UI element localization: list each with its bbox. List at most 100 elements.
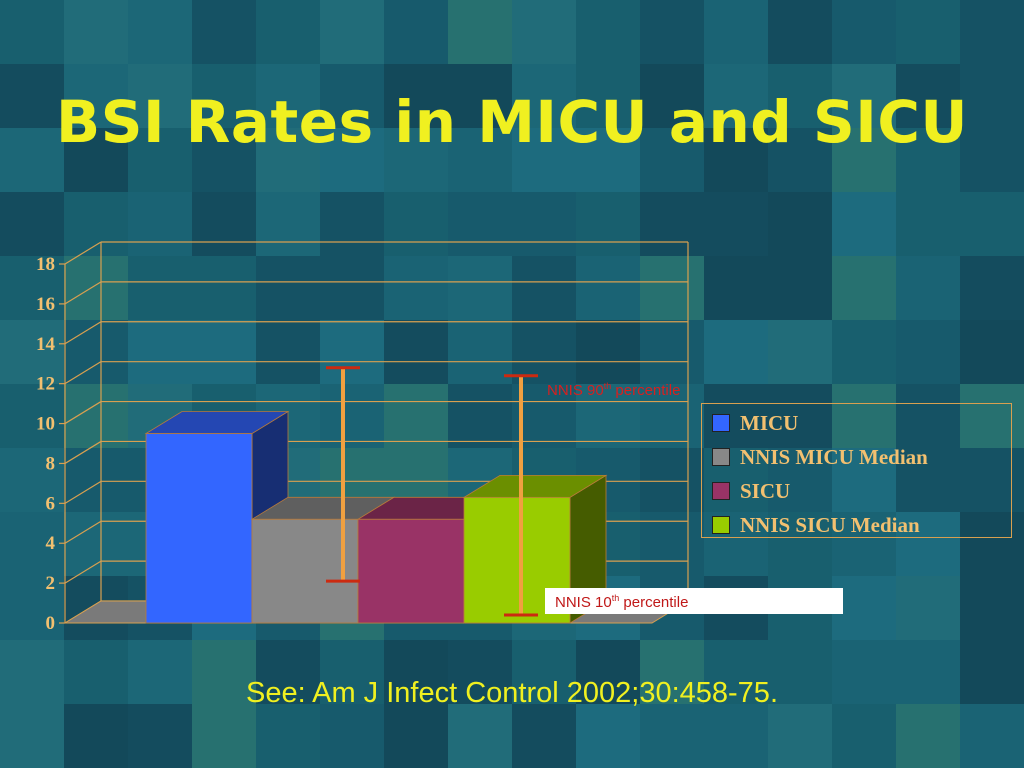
background-tile <box>896 320 960 384</box>
background-tile <box>576 64 640 128</box>
bar-nnis-sicu-median <box>462 474 608 624</box>
legend-item-sicu: SICU <box>712 477 790 505</box>
y-tick-label: 10 <box>36 414 55 435</box>
background-tile <box>448 704 512 768</box>
background-tile <box>960 704 1024 768</box>
background-tile <box>576 704 640 768</box>
gridline-side <box>64 281 102 305</box>
background-tile <box>192 640 256 704</box>
background-tile <box>192 128 256 192</box>
background-tile <box>384 320 448 384</box>
background-tile <box>704 256 768 320</box>
background-tile <box>0 256 64 320</box>
legend-label-sicu: SICU <box>740 478 791 503</box>
background-tile <box>832 256 896 320</box>
background-tile <box>640 640 704 704</box>
background-tile <box>576 128 640 192</box>
background-tile <box>256 320 320 384</box>
gridline-side <box>64 321 102 345</box>
background-tile <box>512 704 576 768</box>
background-tile <box>896 64 960 128</box>
background-tile <box>128 64 192 128</box>
background-tile <box>832 448 896 512</box>
background-tile <box>960 320 1024 384</box>
bar-nnis-micu-median <box>250 496 396 624</box>
background-tile <box>64 256 128 320</box>
background-tile <box>64 384 128 448</box>
background-tile <box>704 704 768 768</box>
background-tile <box>384 256 448 320</box>
background-tile <box>64 512 128 576</box>
bar-micu <box>144 410 290 624</box>
legend-item-micu: MICU <box>712 409 798 437</box>
background-tile <box>640 320 704 384</box>
legend-swatch-sicu <box>712 482 730 500</box>
background-tile <box>192 64 256 128</box>
background-tile <box>0 128 64 192</box>
background-tile <box>576 256 640 320</box>
background-tile <box>960 384 1024 448</box>
background-tile <box>640 0 704 64</box>
y-axis: 0 2 4 6 8 10 12 14 16 18 <box>36 254 66 634</box>
background-tile <box>0 384 64 448</box>
background-tile <box>320 320 384 384</box>
background-tile <box>896 704 960 768</box>
background-tile <box>704 640 768 704</box>
background-tile <box>896 640 960 704</box>
background-tile <box>960 512 1024 576</box>
background-tile <box>704 192 768 256</box>
gridline-side <box>64 480 102 504</box>
gridline-side <box>64 241 102 265</box>
annotation-90-sup: th <box>603 381 612 391</box>
y-tick-label: 18 <box>36 254 55 275</box>
background-tile <box>896 256 960 320</box>
annotation-10-prefix: NNIS 10 <box>555 594 612 611</box>
background-tile <box>768 256 832 320</box>
background-tile <box>192 192 256 256</box>
background-tile <box>896 128 960 192</box>
gridline-side <box>64 361 102 385</box>
legend-label-micu: MICU <box>740 410 799 435</box>
background-tile <box>256 0 320 64</box>
background-tile <box>896 448 960 512</box>
bar-front <box>357 518 465 624</box>
slide-title: BSI Rates in MICU and SICU <box>56 88 968 156</box>
background-tile <box>320 192 384 256</box>
background-tile <box>64 64 128 128</box>
background-tile <box>512 192 576 256</box>
background-tile <box>512 320 576 384</box>
background-tile <box>384 640 448 704</box>
background-tile <box>960 448 1024 512</box>
background-tile <box>640 256 704 320</box>
background-tile <box>64 128 128 192</box>
background-tile <box>384 192 448 256</box>
background-tile <box>128 640 192 704</box>
background-tile <box>640 192 704 256</box>
background-tile <box>704 320 768 384</box>
background-tile <box>832 64 896 128</box>
legend-item-nnis-micu-median: NNIS MICU Median <box>712 443 928 471</box>
background-tile <box>128 704 192 768</box>
background-tile <box>576 320 640 384</box>
background-tile <box>64 704 128 768</box>
background-tile <box>640 384 704 448</box>
background-tile <box>768 128 832 192</box>
background-tile <box>512 256 576 320</box>
background-tile <box>320 128 384 192</box>
annotation-90-suffix: percentile <box>611 382 681 399</box>
y-tick-label: 8 <box>46 453 56 474</box>
background-tile <box>832 384 896 448</box>
background-tile <box>320 0 384 64</box>
background-tile <box>448 256 512 320</box>
background-tile <box>768 0 832 64</box>
background-tile <box>448 192 512 256</box>
background-tile <box>448 64 512 128</box>
background-tile <box>960 640 1024 704</box>
annotation-nnis-10th-percentile: NNIS 10th percentile <box>545 588 843 614</box>
annotation-90-prefix: NNIS 90 <box>547 382 604 399</box>
background-tile <box>192 320 256 384</box>
gridline-side <box>64 520 102 544</box>
bar-front <box>463 496 571 624</box>
background-tile <box>960 64 1024 128</box>
